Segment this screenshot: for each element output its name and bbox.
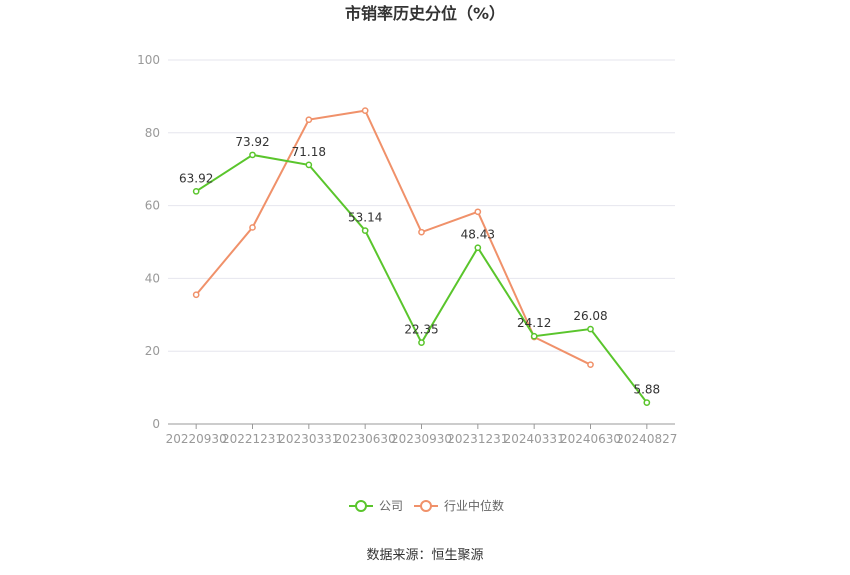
data-point[interactable]: [474, 208, 482, 216]
data-labels: 63.92 73.92 71.18 53.14 22.35 48.43 24.12 26.08…: [179, 135, 660, 397]
x-tick-label: 20230930: [391, 432, 452, 446]
x-tick-label: 20220930: [166, 432, 227, 446]
legend-item-0[interactable]: 公司: [349, 499, 403, 513]
data-point[interactable]: [474, 244, 482, 252]
data-label: 73.92: [235, 135, 269, 149]
data-label: 53.14: [348, 211, 382, 225]
data-label: 24.12: [517, 316, 551, 330]
data-label: 5.88: [633, 383, 660, 397]
legend-label: 行业中位数: [444, 498, 504, 513]
data-point[interactable]: [192, 187, 200, 195]
x-tick-label: 20240827: [616, 432, 677, 446]
legend-marker-icon: [355, 500, 367, 512]
legend-marker-icon: [420, 500, 432, 512]
y-tick-label: 0: [152, 417, 160, 431]
y-tick-label: 80: [145, 126, 160, 140]
y-tick-label: 20: [145, 344, 160, 358]
x-tick-label: 20221231: [222, 432, 283, 446]
data-label: 71.18: [292, 145, 326, 159]
data-point[interactable]: [587, 361, 594, 369]
data-point[interactable]: [305, 161, 313, 169]
x-tick-label: 20230630: [335, 432, 396, 446]
x-tick-label: 20240331: [504, 432, 565, 446]
data-point[interactable]: [587, 325, 594, 333]
data-label: 63.92: [179, 171, 213, 185]
series-line-1: [195, 109, 591, 366]
x-tick-label: 20240630: [560, 432, 621, 446]
data-point[interactable]: [361, 107, 369, 114]
data-point[interactable]: [361, 227, 369, 234]
grid-lines: [168, 59, 675, 352]
axes: 0204060801002022093020221231202303312023…: [137, 53, 677, 446]
x-tick-label: 20231231: [447, 432, 508, 446]
y-tick-label: 40: [145, 271, 160, 285]
data-point[interactable]: [192, 291, 200, 299]
data-label: 48.43: [461, 228, 495, 242]
data-point[interactable]: [305, 116, 313, 124]
legend[interactable]: 公司 行业中位数: [349, 498, 504, 513]
data-label: 22.35: [404, 323, 438, 337]
legend-item-1[interactable]: 行业中位数: [414, 498, 504, 513]
data-point[interactable]: [249, 224, 256, 231]
x-tick-label: 20230331: [278, 432, 339, 446]
data-point[interactable]: [418, 228, 425, 236]
chart-title: 市销率历史分位（%）: [345, 4, 505, 23]
data-point[interactable]: [249, 151, 256, 159]
data-point[interactable]: [418, 339, 425, 346]
y-tick-label: 100: [137, 53, 160, 67]
y-tick-label: 60: [145, 199, 160, 213]
data-point[interactable]: [643, 399, 651, 406]
data-point[interactable]: [530, 332, 538, 340]
legend-label: 公司: [379, 499, 403, 513]
series-lines: [192, 107, 651, 406]
data-source-note: 数据来源：恒生聚源: [366, 548, 483, 563]
data-label: 26.08: [573, 309, 607, 323]
